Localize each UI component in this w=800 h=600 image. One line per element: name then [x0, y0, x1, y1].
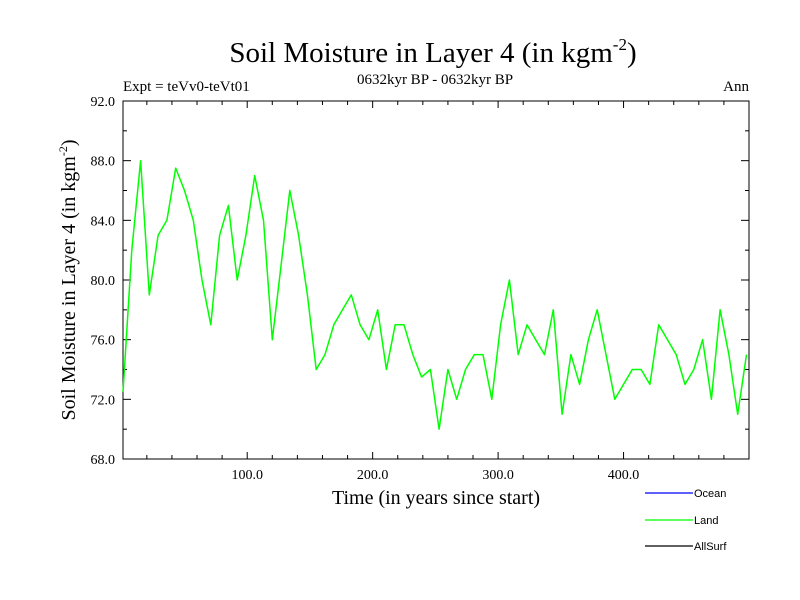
legend-label-ocean: Ocean — [694, 488, 726, 500]
y-tick-label: 80.0 — [91, 274, 116, 289]
legend-label-allsurf: AllSurf — [694, 541, 727, 553]
y-tick-label: 76.0 — [91, 334, 116, 349]
expt-label: Expt = teVv0-teVt01 — [123, 79, 250, 95]
y-tick-label: 92.0 — [91, 95, 116, 110]
x-axis-label: Time (in years since start) — [332, 487, 540, 509]
period-label: 0632kyr BP - 0632kyr BP — [357, 72, 513, 88]
y-tick-label: 88.0 — [91, 155, 116, 170]
legend-label-land: Land — [694, 515, 718, 527]
y-axis-label-close: ) — [58, 139, 80, 146]
chart-title-main: Soil Moisture in Layer 4 (in kgm — [229, 37, 613, 69]
x-tick-label: 300.0 — [482, 468, 514, 483]
x-tick-label: 200.0 — [357, 468, 389, 483]
y-axis-label-sup: -2 — [56, 146, 70, 156]
chart-title: Soil Moisture in Layer 4 (in kgm-2) — [229, 35, 636, 69]
y-tick-label: 68.0 — [91, 453, 116, 468]
y-tick-label: 84.0 — [91, 214, 116, 229]
chart-title-sup: -2 — [613, 35, 627, 54]
x-axis-ticks: 100.0 200.0 300.0 400.0 — [231, 101, 639, 483]
minor-ticks — [123, 101, 749, 459]
y-axis-ticks: 68.0 72.0 76.0 80.0 84.0 88.0 92.0 — [91, 95, 749, 468]
y-axis-label: Soil Moisture in Layer 4 (in kgm-2) — [56, 139, 80, 420]
series-land-line — [122, 159, 748, 430]
season-label: Ann — [723, 79, 749, 95]
x-tick-label: 100.0 — [231, 468, 263, 483]
x-tick-label: 400.0 — [608, 468, 640, 483]
y-tick-label: 72.0 — [91, 393, 116, 408]
y-axis-label-main: Soil Moisture in Layer 4 (in kgm — [58, 156, 80, 421]
chart-title-close: ) — [627, 37, 637, 69]
legend: Ocean Land AllSurf — [645, 488, 727, 553]
